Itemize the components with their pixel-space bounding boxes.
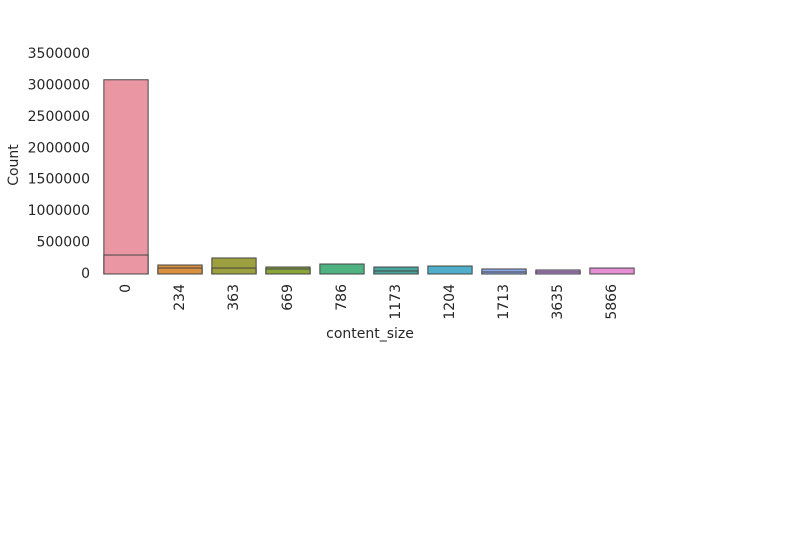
bar (319, 263, 365, 275)
y-tick-label: 500000 (37, 235, 90, 251)
y-tick-label: 2000000 (28, 140, 90, 156)
y-axis-label: Count (6, 144, 22, 186)
x-axis-label: content_size (326, 326, 414, 342)
bar (373, 270, 419, 275)
y-tick-label: 3500000 (28, 46, 90, 62)
x-tick-label: 363 (226, 284, 242, 311)
bar (157, 267, 203, 275)
y-tick-label: 0 (81, 266, 90, 282)
y-tick-label: 1000000 (28, 203, 90, 219)
bar (265, 268, 311, 275)
bar (481, 271, 527, 275)
bar (103, 79, 149, 275)
x-tick-label: 1204 (442, 284, 458, 320)
x-tick-label: 5866 (604, 284, 620, 320)
x-tick-label: 234 (172, 284, 188, 311)
y-tick-label: 2500000 (28, 109, 90, 125)
y-tick-label: 3000000 (28, 77, 90, 93)
x-tick-label: 3635 (550, 284, 566, 320)
x-tick-label: 1173 (388, 284, 404, 320)
x-tick-label: 786 (334, 284, 350, 311)
x-tick-label: 0 (118, 284, 134, 293)
bar (589, 267, 635, 275)
bar (211, 267, 257, 275)
x-tick-label: 1713 (496, 284, 512, 320)
x-tick-label: 669 (280, 284, 296, 311)
y-tick-label: 1500000 (28, 172, 90, 188)
bar (535, 271, 581, 275)
bar (427, 265, 473, 275)
bar (103, 254, 149, 275)
